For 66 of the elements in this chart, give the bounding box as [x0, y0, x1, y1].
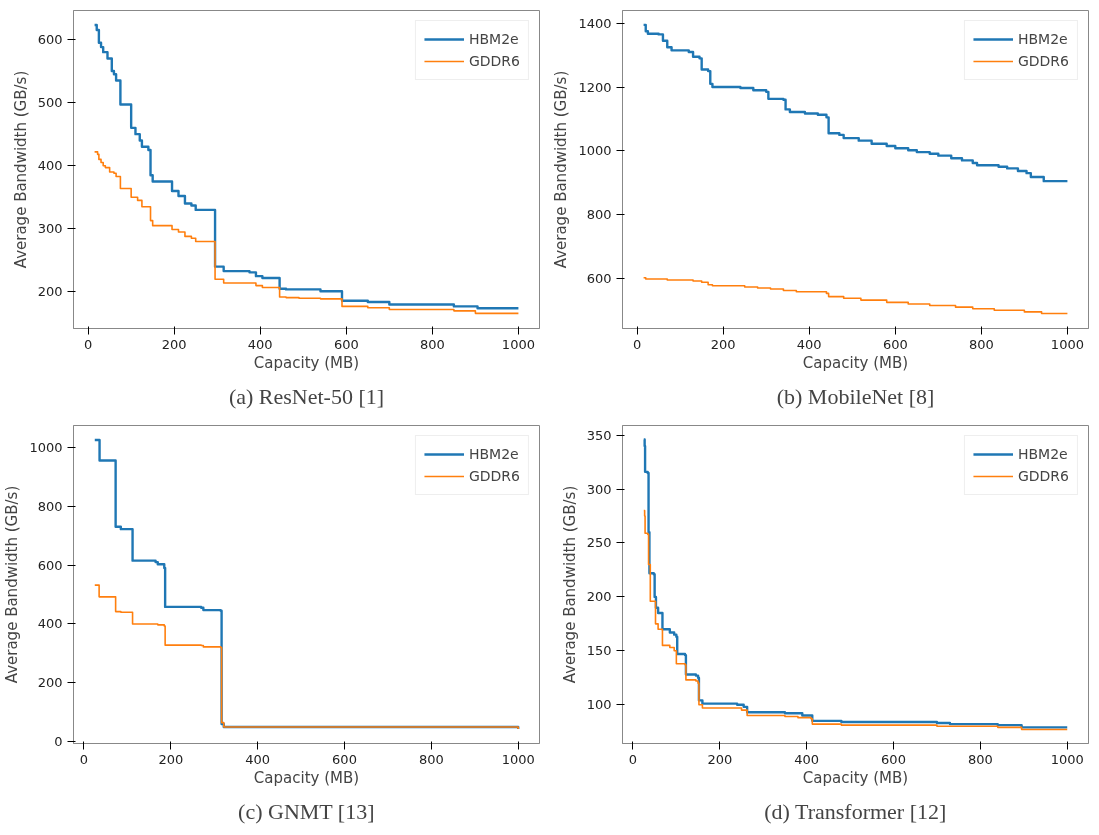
y-tick-label: 300	[586, 481, 612, 497]
y-tick-label: 200	[586, 589, 612, 605]
y-tick-label: 150	[586, 643, 612, 659]
y-tick-label: 500	[37, 95, 63, 111]
x-axis-title: Capacity (MB)	[253, 353, 360, 372]
legend-label: GDDR6	[1017, 53, 1069, 69]
x-tick-label: 0	[628, 751, 638, 767]
x-tick-label: 200	[158, 751, 184, 767]
legend-label: HBM2e	[468, 31, 519, 47]
y-axis-title: Average Bandwidth (GB/s)	[3, 485, 22, 684]
y-tick-label: 400	[37, 616, 63, 632]
y-tick-label: 1400	[578, 15, 612, 31]
x-tick-label: 200	[710, 336, 736, 352]
y-axis-title: Average Bandwidth (GB/s)	[552, 70, 571, 269]
legend-label: HBM2e	[1017, 31, 1068, 47]
x-tick-label: 600	[332, 751, 357, 767]
y-tick-label: 100	[586, 697, 612, 713]
legend-label: GDDR6	[1017, 468, 1069, 484]
y-tick-label: 1000	[29, 439, 63, 455]
x-axis-title: Capacity (MB)	[802, 768, 909, 787]
x-tick-label: 1000	[1050, 336, 1084, 352]
y-tick-label: 400	[37, 158, 63, 174]
y-tick-label: 1000	[578, 143, 612, 159]
x-tick-label: 1000	[501, 751, 535, 767]
x-tick-label: 0	[632, 336, 642, 352]
x-tick-label: 600	[333, 336, 359, 352]
x-tick-label: 1000	[501, 336, 535, 352]
text: (d) Transformer [12]	[764, 798, 947, 824]
text: (a) ResNet-50 [1]	[228, 383, 385, 409]
y-tick-label: 600	[37, 32, 63, 48]
legend-label: GDDR6	[468, 53, 520, 69]
y-tick-label: 250	[586, 535, 612, 551]
x-tick-label: 800	[967, 751, 993, 767]
x-axis-title: Capacity (MB)	[253, 768, 360, 787]
x-tick-label: 400	[245, 751, 271, 767]
x-tick-label: 200	[707, 751, 733, 767]
x-tick-label: 800	[968, 336, 994, 352]
x-tick-label: 200	[161, 336, 187, 352]
x-tick-label: 400	[794, 751, 820, 767]
x-tick-label: 1000	[1050, 751, 1084, 767]
x-tick-label: 0	[79, 751, 89, 767]
y-axis-title: Average Bandwidth (GB/s)	[560, 485, 579, 684]
y-axis-title: Average Bandwidth (GB/s)	[11, 70, 30, 269]
x-tick-label: 0	[83, 336, 93, 352]
y-tick-label: 200	[37, 284, 63, 300]
x-tick-label: 800	[418, 751, 444, 767]
y-tick-label: 1200	[578, 79, 612, 95]
text: (c) GNMT [13]	[238, 798, 375, 824]
text: (b) MobileNet [8]	[776, 383, 935, 409]
y-tick-label: 800	[37, 498, 63, 514]
y-tick-label: 600	[586, 270, 612, 286]
y-tick-label: 600	[37, 557, 63, 573]
x-tick-label: 400	[247, 336, 273, 352]
x-tick-label: 600	[882, 336, 908, 352]
x-tick-label: 800	[419, 336, 445, 352]
legend-label: GDDR6	[468, 468, 520, 484]
x-axis-title: Capacity (MB)	[802, 353, 909, 372]
y-tick-label: 200	[37, 675, 63, 691]
y-tick-label: 350	[586, 427, 612, 443]
x-tick-label: 400	[796, 336, 822, 352]
y-tick-label: 300	[37, 221, 63, 237]
x-tick-label: 600	[881, 751, 906, 767]
legend-label: HBM2e	[1017, 446, 1068, 462]
y-tick-label: 800	[586, 207, 612, 223]
y-tick-label: 0	[54, 734, 63, 750]
legend-label: HBM2e	[468, 446, 519, 462]
